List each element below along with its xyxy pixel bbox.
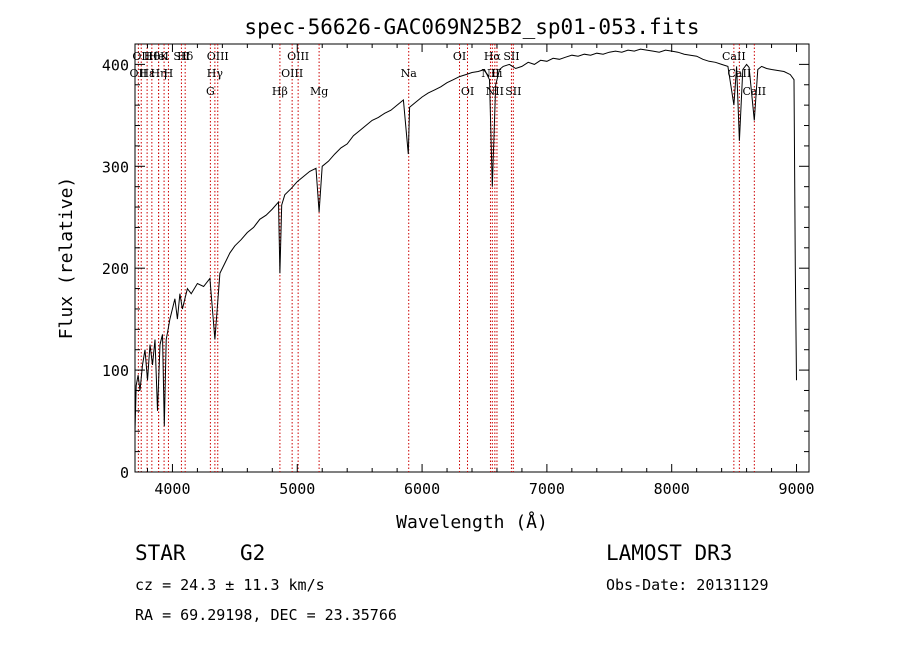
line-marker-label: OIII <box>287 50 309 63</box>
line-marker-label: SII <box>505 85 521 98</box>
x-tick-label: 7000 <box>529 480 565 498</box>
survey-name: LAMOST DR3 <box>606 541 732 565</box>
plot-frame <box>134 43 810 473</box>
y-tick-label: 400 <box>102 56 129 74</box>
spectrum-line <box>134 48 797 432</box>
line-marker-label: CaII <box>728 67 752 80</box>
line-marker-label: Mg <box>310 85 328 98</box>
x-tick-label: 5000 <box>279 480 315 498</box>
line-marker-label: SII <box>173 50 189 63</box>
line-marker-label: OI <box>461 85 474 98</box>
line-marker-label: Li <box>492 67 503 80</box>
line-marker-label: G <box>206 85 215 98</box>
x-axis-ticks: 4000 5000 6000 7000 8000 9000 <box>146 44 815 498</box>
y-axis-label: Flux (relative) <box>56 177 77 340</box>
line-marker-label: K <box>160 50 169 63</box>
y-tick-label: 200 <box>102 260 129 278</box>
line-marker-label: CaII <box>722 50 746 63</box>
line-marker-label: SII <box>503 50 519 63</box>
coordinates: RA = 69.29198, DEC = 23.35766 <box>135 606 397 624</box>
line-marker-label: OII <box>132 50 150 63</box>
x-tick-label: 4000 <box>154 480 190 498</box>
line-marker-label: Na <box>401 67 418 80</box>
line-marker-label: Hδ <box>177 50 194 63</box>
line-marker-label: Hη <box>150 67 166 80</box>
line-marker-label: Hθ <box>144 50 161 63</box>
x-axis-label: Wavelength (Å) <box>396 511 548 533</box>
line-marker-labels: OIIOIIHεHθHηHeIKHSIIHδGHγOIIIHβOIIIOIIIM… <box>130 50 767 98</box>
observation-date: Obs-Date: 20131129 <box>606 576 769 594</box>
object-class: STAR <box>135 541 186 565</box>
x-tick-label: 9000 <box>778 480 814 498</box>
line-markers <box>137 44 755 472</box>
y-axis-ticks: 0 100 200 300 400 <box>102 43 809 482</box>
line-marker-label: OII <box>130 67 148 80</box>
line-marker-label: Hγ <box>207 67 224 80</box>
y-tick-label: 100 <box>102 362 129 380</box>
line-marker-label: OIII <box>281 67 303 80</box>
chart-title: spec-56626-GAC069N25B2_sp01-053.fits <box>244 15 699 39</box>
line-marker-label: OI <box>453 50 466 63</box>
line-marker-label: H <box>164 67 174 80</box>
x-tick-label: 8000 <box>654 480 690 498</box>
line-marker-label: NII <box>481 67 499 80</box>
line-marker-label: Hβ <box>272 85 288 98</box>
y-tick-label: 300 <box>102 158 129 176</box>
line-marker-label: OIII <box>207 50 229 63</box>
object-subclass: G2 <box>240 541 265 565</box>
line-marker-label: Hα <box>484 50 502 63</box>
y-tick-label: 0 <box>120 464 129 482</box>
line-marker-label: CaII <box>742 85 766 98</box>
x-tick-label: 6000 <box>404 480 440 498</box>
redshift-velocity: cz = 24.3 ± 11.3 km/s <box>135 576 325 594</box>
line-marker-label: Hε <box>139 67 155 80</box>
line-marker-label: HeI <box>148 50 168 63</box>
